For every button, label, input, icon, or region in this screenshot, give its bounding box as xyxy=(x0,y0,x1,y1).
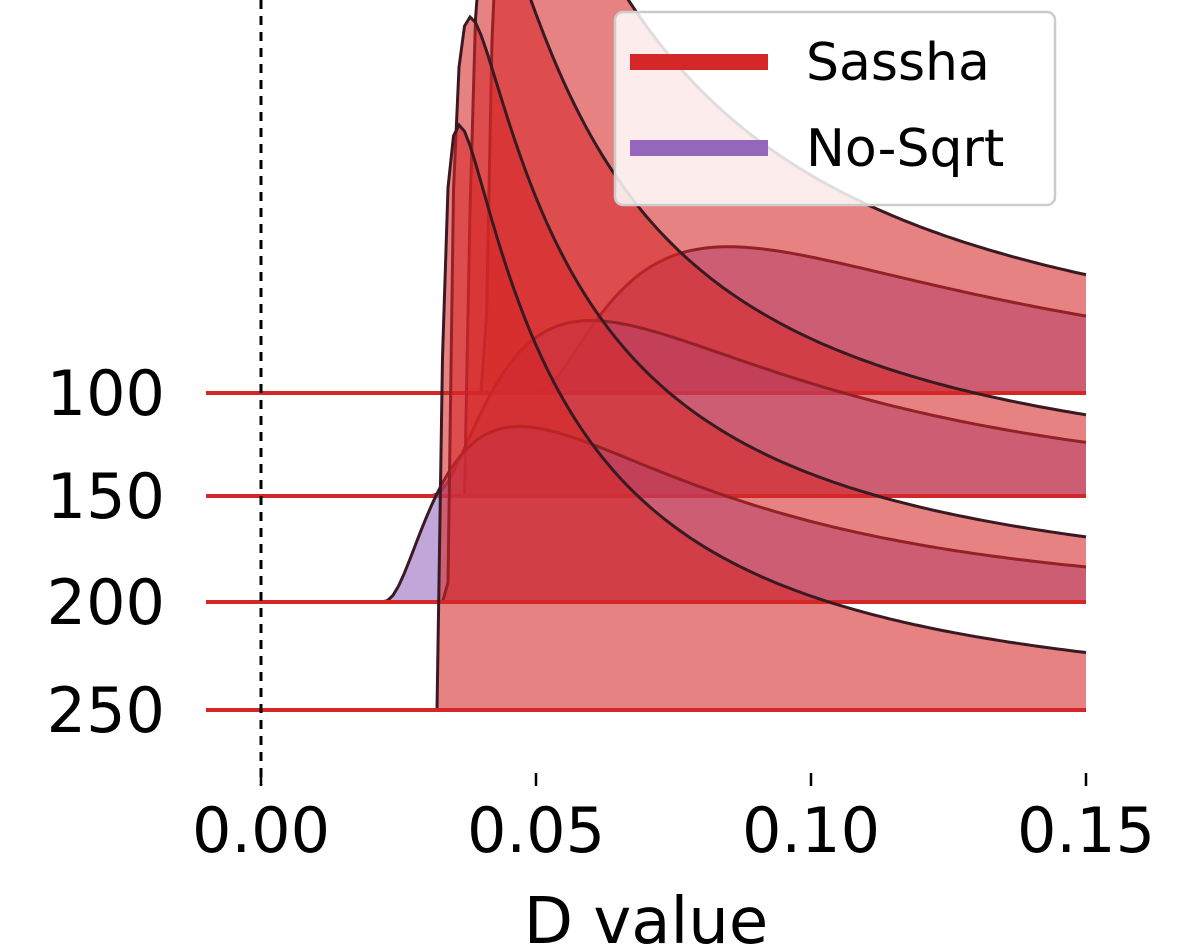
legend-label-sassha: Sassha xyxy=(806,33,990,93)
row-label-150: 150 xyxy=(47,460,165,533)
ridge-fill-sassha-150 xyxy=(206,0,1086,496)
row-labels: 100 150 200 250 xyxy=(47,357,165,747)
ridge-fill-sassha-250 xyxy=(206,125,1086,710)
row-label-100: 100 xyxy=(47,357,165,430)
row-label-250: 250 xyxy=(47,674,165,747)
x-tick-label-0: 0.00 xyxy=(192,794,330,867)
x-tick-label-2: 0.10 xyxy=(742,794,880,867)
x-axis-ticks: 0.00 0.05 0.10 0.15 xyxy=(192,773,1155,867)
legend-label-no-sqrt: No-Sqrt xyxy=(806,119,1004,179)
row-label-200: 200 xyxy=(47,566,165,639)
legend: Sassha No-Sqrt xyxy=(613,10,1057,207)
x-tick-label-1: 0.05 xyxy=(467,794,605,867)
legend-swatch-no-sqrt xyxy=(630,140,768,156)
ridge-fill-sassha-200 xyxy=(206,17,1086,602)
x-tick-label-3: 0.15 xyxy=(1017,794,1155,867)
legend-swatch-sassha xyxy=(630,54,768,70)
x-axis-label: D value xyxy=(524,885,768,952)
